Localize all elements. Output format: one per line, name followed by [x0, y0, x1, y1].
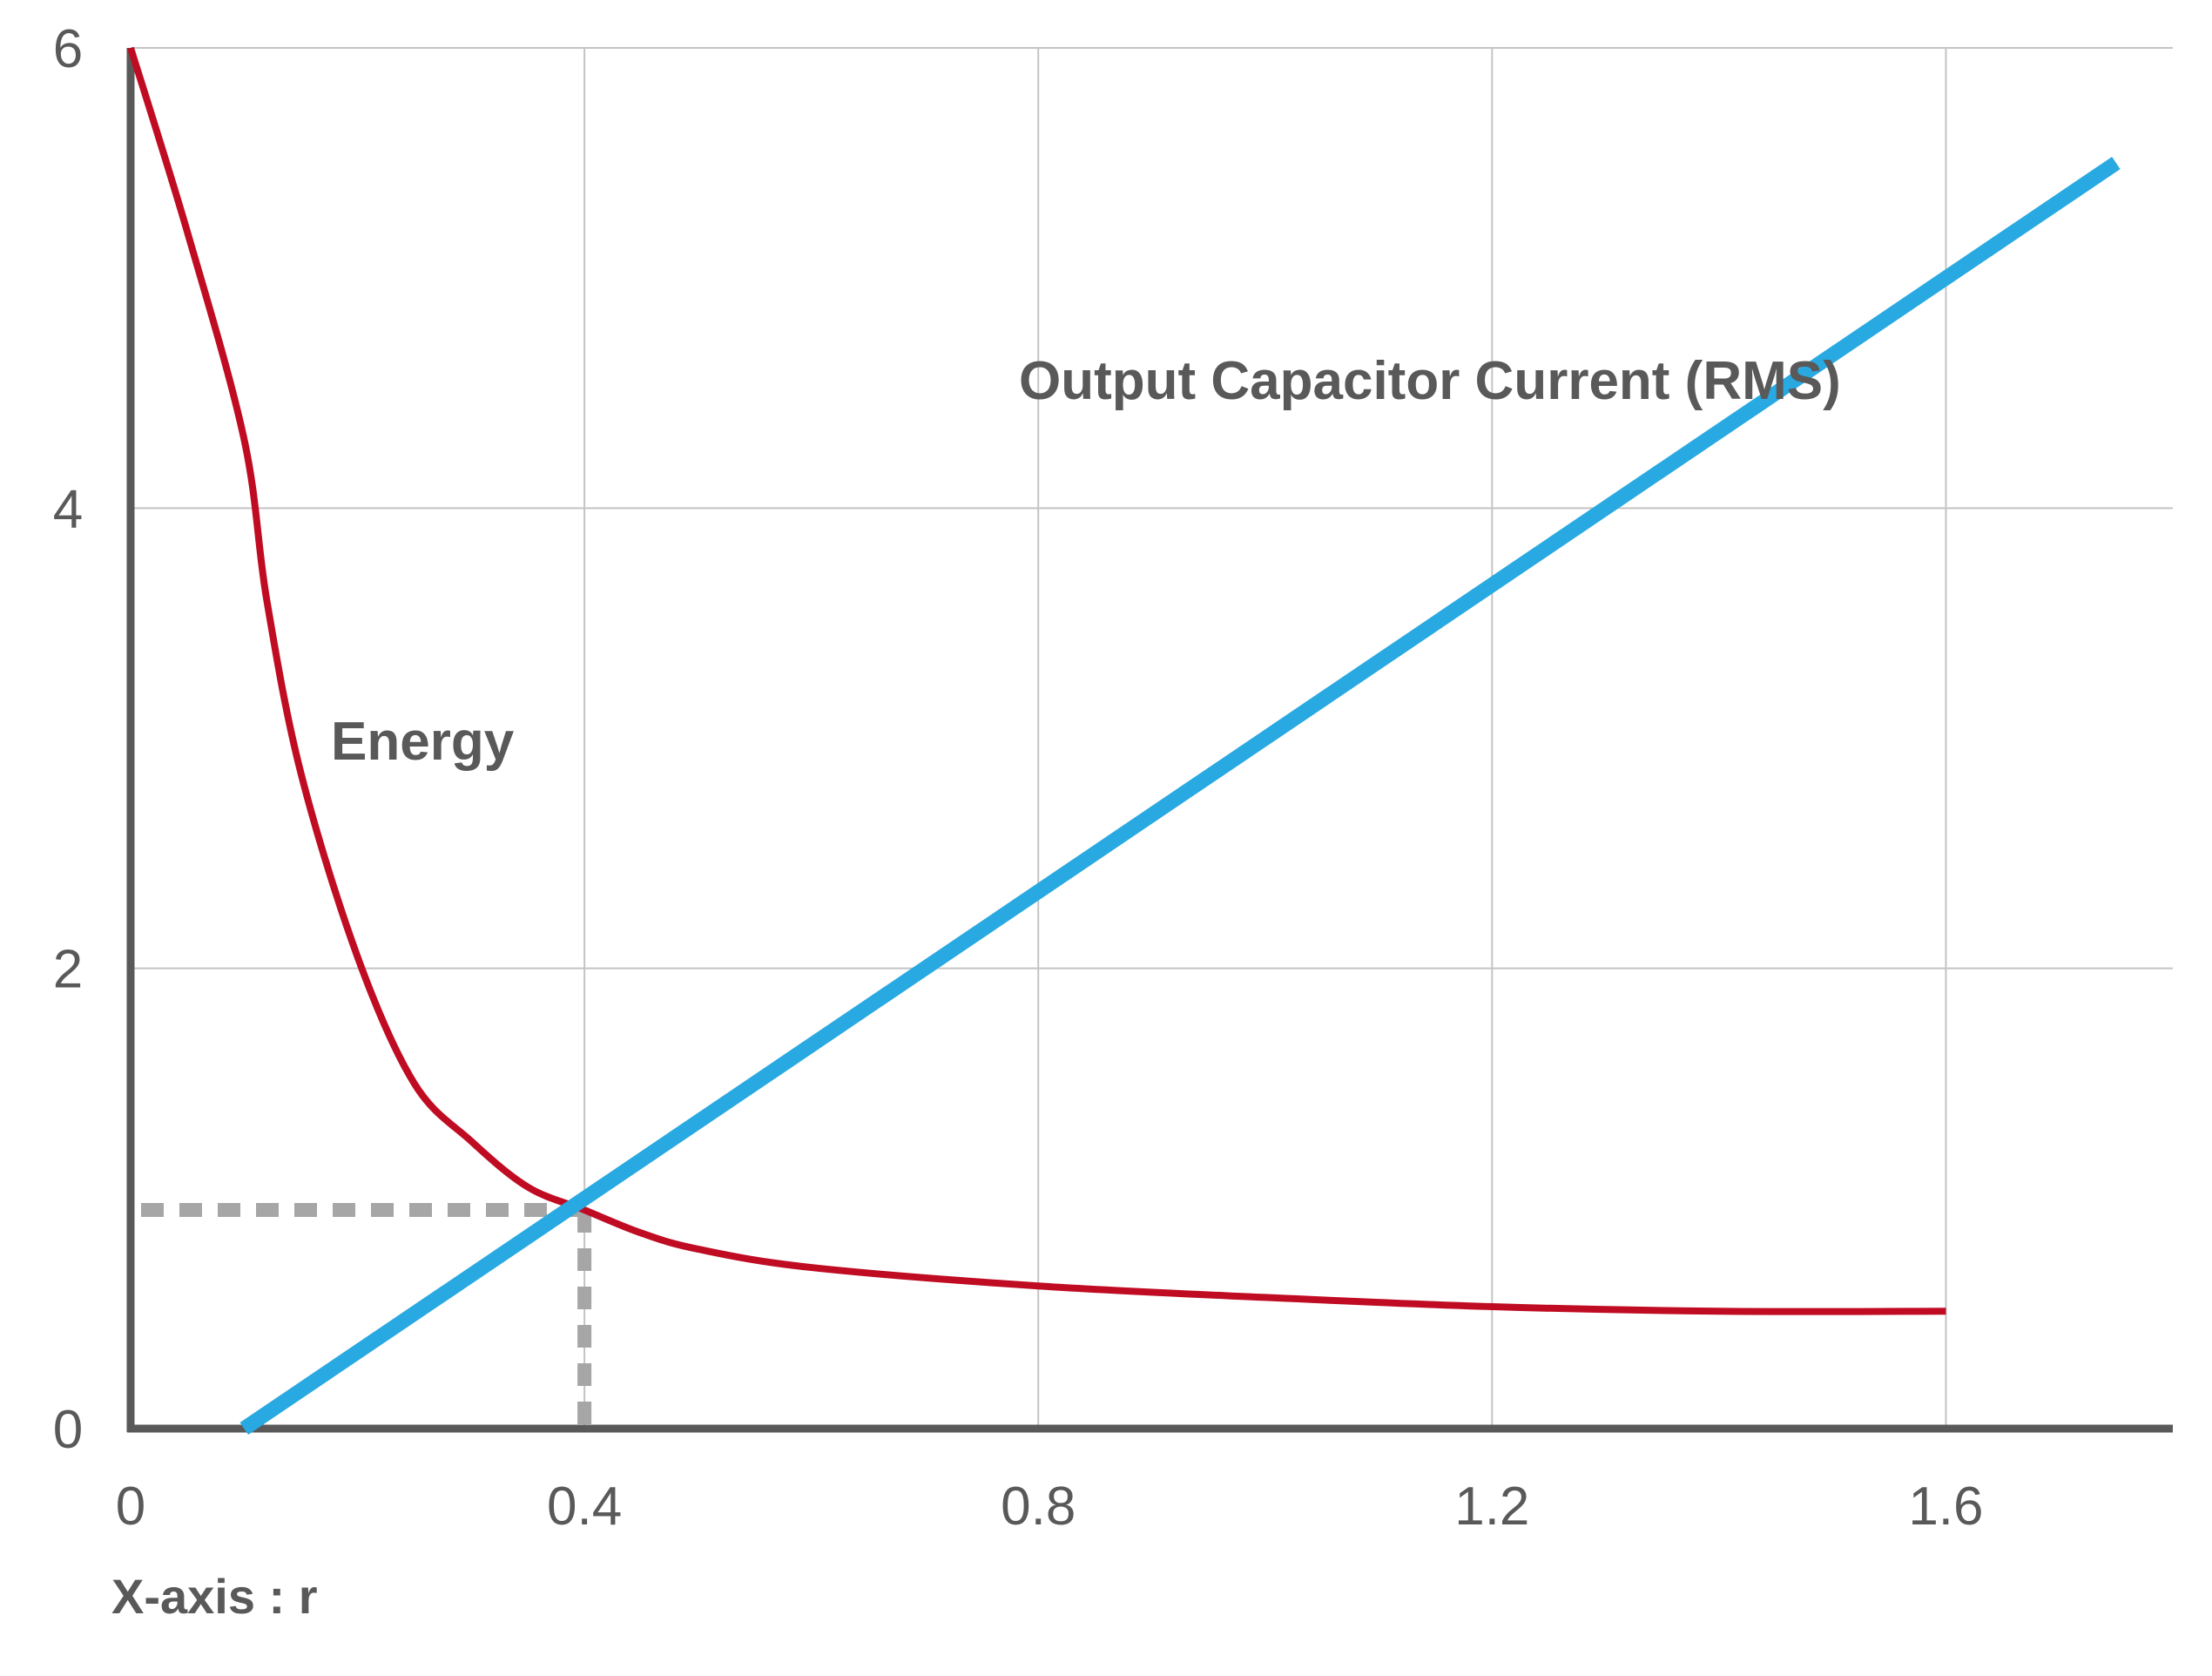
series-label-output-capacitor-current: Output Capacitor Current (RMS) — [1019, 351, 1841, 411]
y-tick-label-3: 6 — [53, 19, 83, 79]
x-axis-title: X-axis : r — [111, 1569, 318, 1624]
y-tick-label-1: 2 — [53, 940, 83, 1000]
series-line-1 — [239, 157, 2121, 1436]
x-tick-label-0: 0 — [116, 1477, 145, 1537]
x-tick-label-3: 1.2 — [1454, 1477, 1529, 1537]
y-tick-label-2: 4 — [53, 479, 83, 539]
x-tick-label-4: 1.6 — [1908, 1477, 1983, 1537]
series-label-energy: Energy — [331, 712, 515, 772]
series-lines — [127, 46, 2121, 1436]
axes — [126, 48, 2173, 1433]
x-tick-label-2: 0.8 — [1001, 1477, 1076, 1537]
x-tick-label-1: 0.4 — [547, 1477, 622, 1537]
tick-labels: 0 0.4 0.8 1.2 1.6 0 2 4 6 — [53, 19, 1984, 1537]
y-tick-label-0: 0 — [53, 1400, 83, 1460]
